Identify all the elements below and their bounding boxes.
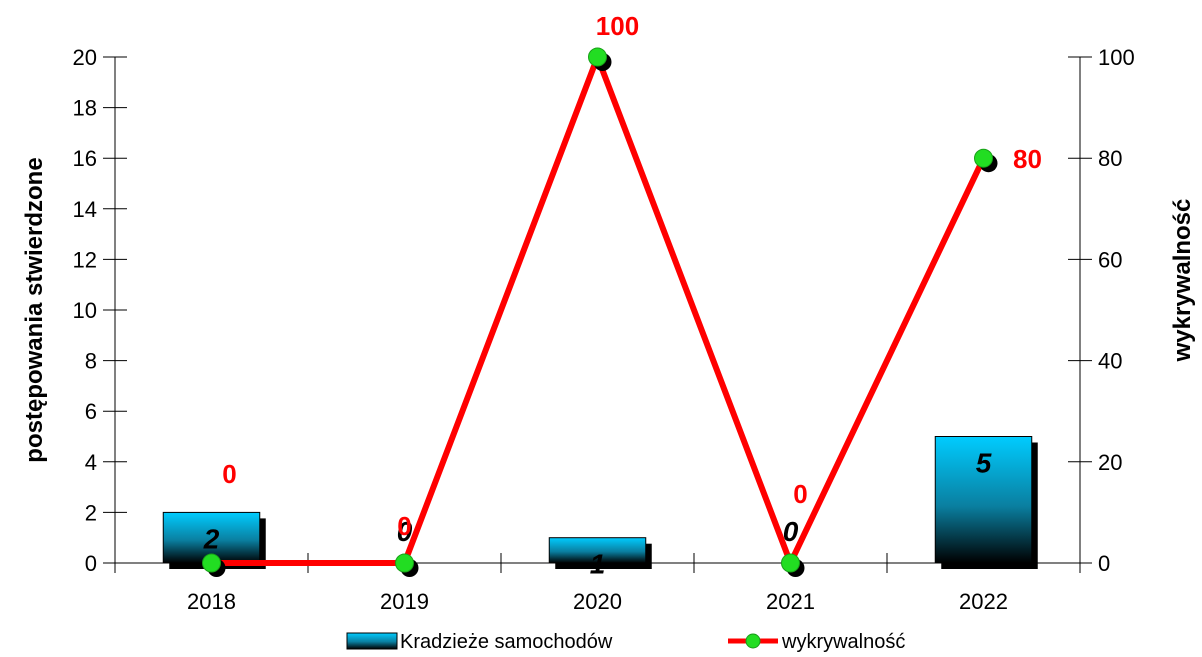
- y-tick-label-right: 40: [1098, 349, 1122, 374]
- y-tick-label-right: 80: [1098, 146, 1122, 171]
- bar: [548, 537, 647, 564]
- y-tick-label-left: 12: [73, 247, 97, 272]
- x-tick-label: 2019: [380, 589, 429, 614]
- line-marker: [781, 553, 800, 573]
- bar-value-label: 1: [590, 549, 606, 580]
- legend-line-marker: [745, 633, 761, 649]
- line-marker: [974, 148, 993, 168]
- x-tick-label: 2020: [573, 589, 622, 614]
- bar-value-label: 2: [203, 523, 220, 554]
- legend-item-line: wykrywalność: [728, 631, 905, 653]
- y-tick-label-left: 20: [73, 45, 97, 70]
- y-tick-label-left: 18: [73, 96, 97, 121]
- line-value-label: 0: [397, 511, 411, 541]
- y-tick-label-left: 0: [85, 551, 97, 576]
- y-tick-label-left: 6: [85, 399, 97, 424]
- bar-value-label: 0: [783, 516, 799, 547]
- y-axis-title-right: wykrywalność: [1169, 199, 1196, 363]
- line-marker: [202, 553, 221, 573]
- y-tick-label-left: 8: [85, 349, 97, 374]
- y-tick-label-left: 4: [85, 450, 97, 475]
- bar-value-label: 0: [397, 516, 413, 547]
- y-tick-label-right: 0: [1098, 551, 1110, 576]
- y-tick-label-left: 10: [73, 298, 97, 323]
- legend-item-bar: Kradzieże samochodów: [346, 631, 613, 653]
- line-layer: [202, 47, 998, 577]
- y-axis-title-left: postępowania stwierdzone: [21, 157, 48, 462]
- y-tick-label-left: 16: [73, 146, 97, 171]
- bars: [162, 436, 1038, 569]
- y-tick-label-right: 60: [1098, 247, 1122, 272]
- line-series: [211, 48, 987, 571]
- bar-labels: 2 0 1 0 5: [203, 448, 992, 580]
- y-tick-label-right: 100: [1098, 45, 1135, 70]
- line-value-label: 80: [1013, 144, 1042, 174]
- y-tick-label-right: 20: [1098, 450, 1122, 475]
- x-tick-label: 2021: [766, 589, 815, 614]
- y-tick-label-left: 14: [73, 197, 97, 222]
- line-marker: [588, 47, 607, 67]
- legend-line-label: wykrywalność: [781, 631, 905, 653]
- bar: [934, 436, 1033, 564]
- legend-bar-swatch: [346, 632, 398, 650]
- bar-value-label: 5: [976, 448, 992, 479]
- y-tick-label-left: 2: [85, 500, 97, 525]
- x-tick-label: 2022: [959, 589, 1008, 614]
- legend: Kradzieże samochodów wykrywalność: [346, 631, 905, 653]
- legend-bar-label: Kradzieże samochodów: [400, 631, 613, 653]
- line-value-label: 0: [222, 459, 236, 489]
- x-tick-label: 2018: [187, 589, 236, 614]
- line-labels: 0 0 100 0 80: [222, 11, 1042, 541]
- line-marker: [395, 553, 414, 573]
- line-value-label: 100: [596, 11, 639, 41]
- line-value-label: 0: [793, 479, 807, 509]
